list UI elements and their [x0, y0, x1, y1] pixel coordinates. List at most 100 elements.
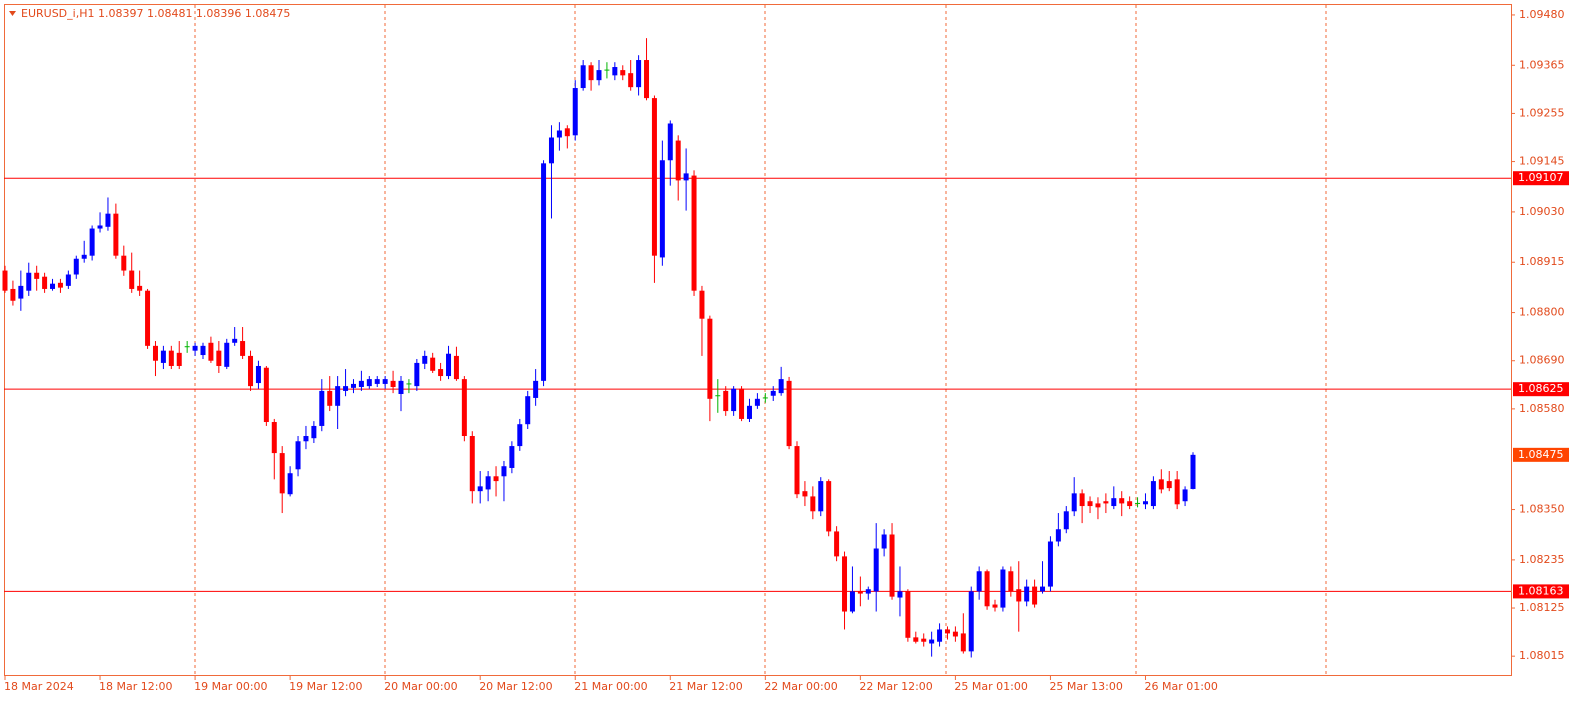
candle-body [493, 476, 499, 482]
y-tick-label: 1.08580 [1519, 402, 1565, 415]
candle-body [216, 350, 222, 366]
candle-body [374, 379, 380, 384]
candle-body [548, 137, 554, 164]
candle-body [1000, 569, 1006, 608]
candle-body [350, 383, 356, 388]
candles [2, 38, 1196, 658]
candle-body [1103, 501, 1109, 504]
horizontal-line-label: 1.08163 [1518, 584, 1564, 597]
candle-body [358, 380, 364, 387]
candle-body [897, 591, 903, 598]
candle-body [461, 379, 467, 437]
candle-body [477, 486, 483, 492]
candle-body [691, 175, 697, 291]
candle-body [857, 591, 863, 594]
y-tick-label: 1.09480 [1519, 8, 1565, 21]
last-price-box [1513, 447, 1569, 462]
candle-body [937, 629, 943, 642]
candle-body [50, 283, 56, 289]
candle-body [137, 285, 143, 291]
candle-body [271, 422, 277, 454]
candle-body [10, 288, 16, 301]
candle-body [366, 379, 372, 387]
candle-body [968, 591, 974, 652]
y-tick-label: 1.08015 [1519, 649, 1565, 662]
x-tick-label: 18 Mar 2024 [4, 680, 74, 693]
candle-body [469, 436, 475, 492]
candle-body [319, 390, 325, 426]
candle-body [200, 345, 206, 356]
last-price-label: 1.08475 [1518, 448, 1564, 461]
candle-body [303, 436, 309, 442]
vertical-grid [194, 5, 1327, 675]
candle-body [675, 140, 681, 181]
y-tick-label: 1.08235 [1519, 553, 1565, 566]
y-tick-label: 1.09145 [1519, 155, 1565, 168]
candle-body [1032, 586, 1038, 605]
candle-body [2, 270, 8, 291]
candle-body [794, 446, 800, 495]
price-label-box [1513, 382, 1569, 397]
candle-body [659, 160, 665, 258]
candle-body [564, 128, 570, 137]
menu-triangle-icon[interactable] [9, 11, 16, 16]
candle-body [414, 362, 420, 387]
candle-body [683, 173, 689, 181]
candle-body [430, 357, 436, 371]
horizontal-line-label: 1.09107 [1518, 171, 1564, 184]
y-tick-label: 1.08800 [1519, 306, 1565, 319]
candle-body [541, 163, 547, 381]
candle-body [842, 556, 848, 612]
candle-body [881, 534, 887, 549]
candle-body [960, 633, 966, 652]
candle-body [826, 481, 832, 532]
candle-body [1158, 479, 1164, 490]
candle-body [739, 388, 745, 419]
y-tick-label: 1.08915 [1519, 255, 1565, 268]
candle-body [327, 390, 333, 406]
candle-body [525, 396, 531, 425]
candle-body [810, 496, 816, 512]
candle-body [145, 290, 151, 346]
candle-body [240, 341, 246, 356]
candle-body [255, 365, 261, 384]
x-tick-label: 25 Mar 01:00 [954, 680, 1027, 693]
y-tick-label: 1.09030 [1519, 205, 1565, 218]
candle-body [168, 350, 174, 366]
candle-body [42, 276, 48, 289]
candle-body [438, 369, 444, 377]
candle-body [176, 352, 182, 366]
candle-body [754, 398, 760, 406]
candle-body [446, 353, 452, 377]
x-tick-label: 22 Mar 12:00 [859, 680, 932, 693]
candle-body [152, 345, 158, 361]
candle-body [889, 534, 895, 597]
candle-body [636, 60, 642, 88]
x-tick-label: 20 Mar 12:00 [479, 680, 552, 693]
candle-body [65, 274, 71, 286]
x-tick-label: 21 Mar 00:00 [574, 680, 647, 693]
candle-body [580, 65, 586, 89]
candle-body [335, 386, 341, 406]
candle-body [929, 639, 935, 644]
x-tick-label: 18 Mar 12:00 [99, 680, 172, 693]
candle-body [1166, 481, 1172, 489]
candle-body [620, 70, 626, 76]
candle-body [295, 441, 301, 470]
candle-body [976, 571, 982, 592]
candle-body [1087, 501, 1093, 507]
candle-body [644, 60, 650, 99]
candle-body [311, 425, 317, 439]
candle-body [596, 70, 602, 81]
candle-body [588, 65, 594, 81]
candle-body [802, 491, 808, 497]
y-tick-label: 1.08350 [1519, 503, 1565, 516]
candle-body [1024, 586, 1030, 602]
x-tick-label: 21 Mar 12:00 [669, 680, 742, 693]
candle-body [113, 213, 119, 256]
candle-body [517, 424, 523, 447]
candle-body [1119, 498, 1125, 504]
candle-body [1008, 571, 1014, 592]
candle-body [1071, 493, 1077, 512]
candle-body [612, 67, 618, 76]
